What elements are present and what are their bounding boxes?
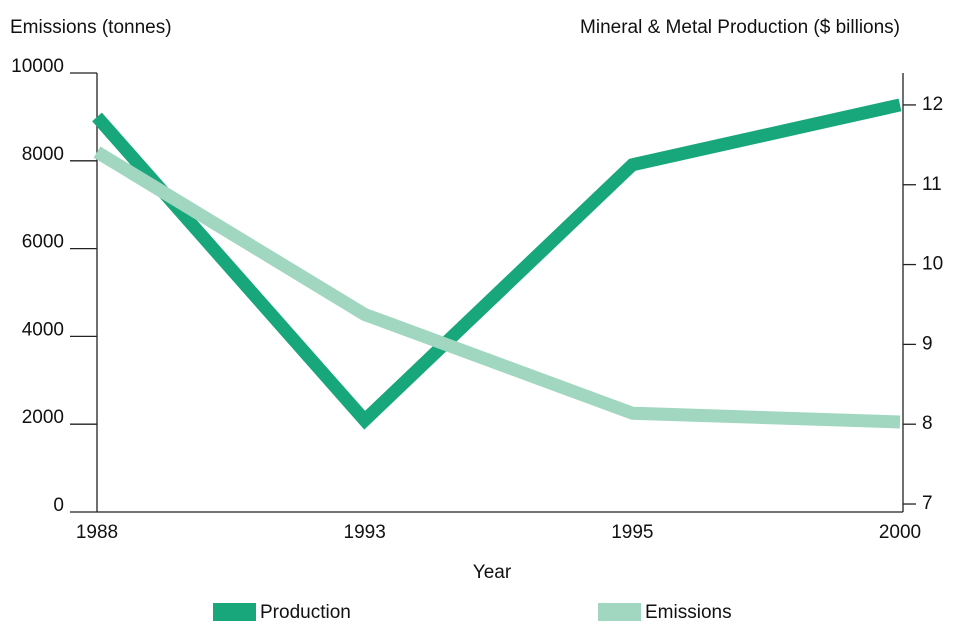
y-tick-label: 10000 <box>11 56 64 77</box>
legend-swatch <box>598 603 641 621</box>
y2-tick-label: 10 <box>922 254 943 275</box>
y2-tick-label: 11 <box>922 174 942 195</box>
legend-swatch <box>213 603 256 621</box>
legend-label: Emissions <box>645 602 732 623</box>
y2-tick-label: 8 <box>922 413 933 434</box>
line-series <box>93 146 901 429</box>
y-tick-label: 2000 <box>22 407 64 428</box>
line-series <box>92 98 902 430</box>
y-axis-title: Emissions (tonnes) <box>10 17 172 38</box>
x-tick-label: 2000 <box>879 522 921 543</box>
x-tick-label: 1988 <box>76 522 118 543</box>
y2-axis-title: Mineral & Metal Production ($ billions) <box>580 17 900 38</box>
y-tick-label: 0 <box>53 495 64 516</box>
x-tick-label: 1995 <box>611 522 653 543</box>
y2-tick-label: 12 <box>922 94 943 115</box>
y-tick-label: 4000 <box>22 319 64 340</box>
y2-tick-label: 9 <box>922 333 933 354</box>
y2-tick-label: 7 <box>922 493 933 514</box>
y-tick-label: 6000 <box>22 232 64 253</box>
legend-label: Production <box>260 602 351 623</box>
y-tick-label: 8000 <box>22 144 64 165</box>
x-tick-label: 1993 <box>344 522 386 543</box>
x-axis-title: Year <box>473 562 512 583</box>
